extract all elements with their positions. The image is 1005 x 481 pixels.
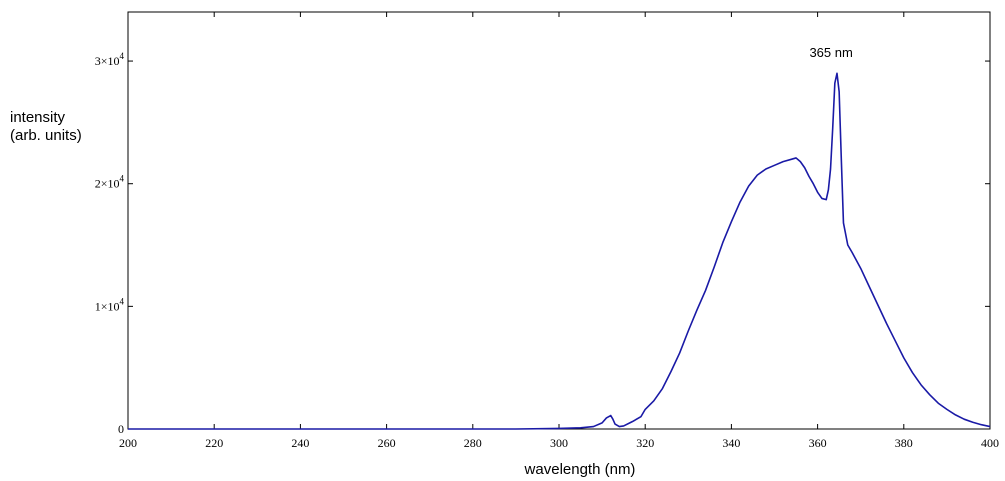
y-tick-label: 0 bbox=[118, 422, 124, 436]
y-tick-label: 3×104 bbox=[95, 51, 125, 68]
x-tick-label: 340 bbox=[722, 436, 740, 450]
x-axis-label: wavelength (nm) bbox=[524, 461, 636, 478]
x-tick-label: 300 bbox=[550, 436, 568, 450]
x-tick-label: 400 bbox=[981, 436, 999, 450]
x-axis: 200 220 240 260 280 300 320 340 360 380 400 bbox=[119, 12, 999, 450]
x-tick-label: 380 bbox=[895, 436, 913, 450]
peak-annotation: 365 nm bbox=[809, 45, 852, 60]
x-tick-label: 320 bbox=[636, 436, 654, 450]
x-tick-label: 260 bbox=[378, 436, 396, 450]
y-axis: 0 1×104 2×104 3×104 bbox=[95, 51, 990, 436]
y-tick-label: 2×104 bbox=[95, 174, 125, 191]
x-tick-label: 200 bbox=[119, 436, 137, 450]
y-tick-label: 1×104 bbox=[95, 296, 125, 313]
x-tick-label: 360 bbox=[809, 436, 827, 450]
x-tick-label: 240 bbox=[291, 436, 309, 450]
plot-frame bbox=[127, 11, 991, 430]
x-tick-label: 220 bbox=[205, 436, 223, 450]
y-axis-label-line-2: (arb. units) bbox=[10, 127, 82, 144]
spectrum-series-line bbox=[128, 72, 991, 430]
y-axis-label-line-1: intensity bbox=[10, 109, 66, 126]
x-tick-label: 280 bbox=[464, 436, 482, 450]
